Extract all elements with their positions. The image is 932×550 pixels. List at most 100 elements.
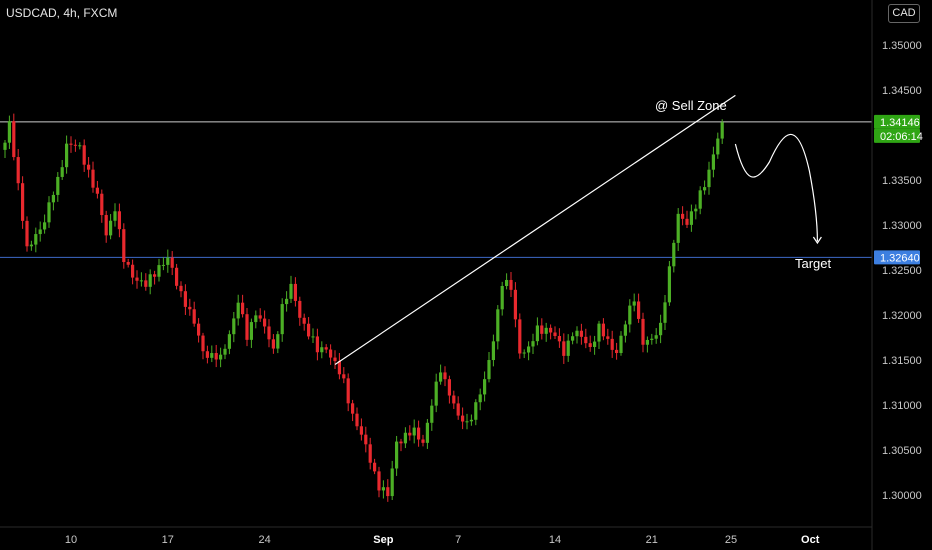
candle-up [645,336,649,353]
candle-body [276,334,280,349]
candle-down [245,307,249,347]
last-price-tag[interactable]: 1.34146 [874,114,920,129]
candle-down [518,313,522,359]
horizontal-levels [0,121,872,258]
candle-body [571,336,575,341]
candle-down [408,425,412,441]
candle-up [571,332,575,345]
candle-body [549,327,553,333]
candle-down [188,298,192,316]
candle-body [597,323,601,342]
candle-body [443,372,447,380]
price-axis[interactable]: 1.35000 1.34500 1.33500 1.33000 1.32500 1.320… [874,40,923,502]
candle-down [540,318,544,340]
candle-body [183,291,187,307]
candle-down [681,206,685,226]
candle-body [575,330,579,337]
candle-body [351,403,355,414]
candle-body [139,280,143,282]
target-price-tag[interactable]: 1.32640 [874,250,920,265]
candle-body [267,326,271,340]
candle-down [307,317,311,340]
candle-down [197,318,201,343]
candle-down [417,420,421,447]
candle-down [373,458,377,475]
time-axis[interactable]: 10 17 24 Sep 7 14 21 25 Oct [65,534,820,546]
candle-down [610,330,614,358]
candle-body [342,374,346,379]
candle-body [694,208,698,212]
candle-up [527,341,531,361]
candle-up [56,172,60,202]
candle-body [430,405,434,423]
trendline[interactable] [334,94,736,365]
candle-body [417,427,421,440]
candle-down [293,277,297,307]
candle-down [359,418,363,441]
candle-up [161,257,165,271]
candle-up [219,347,223,368]
candle-up [659,314,663,344]
candle-body [544,327,548,334]
candle-up [535,317,539,346]
candle-body [51,194,55,203]
candle-body [491,341,495,361]
candle-body [223,348,227,355]
candle-up [491,334,495,367]
candle-up [43,214,47,234]
candle-down [553,326,557,339]
candle-down [584,328,588,349]
candle-body [434,381,438,406]
candle-up [505,273,509,290]
candle-body [641,318,645,345]
candle-body [483,379,487,395]
candle-body [447,379,451,396]
candle-down [183,284,187,315]
candle-body [496,309,500,342]
candle-up [109,214,113,240]
candle-body [408,432,412,436]
candle-body [562,341,566,356]
price-tick-label: 1.33500 [882,175,922,187]
candle-body [179,285,183,292]
candle-body [21,183,25,221]
candle-down [144,273,148,291]
price-tick-label: 1.33000 [882,220,922,232]
candle-down [214,344,218,368]
candle-down [87,156,91,178]
currency-button[interactable]: CAD [888,4,920,23]
price-tick-label: 1.34500 [882,85,922,97]
countdown-tag[interactable]: 02:06:14 [874,128,923,143]
candle-up [632,293,636,312]
candle-body [87,164,91,170]
candle-body [505,279,509,287]
projection-curve[interactable] [734,133,818,242]
candle-body [478,394,482,403]
candle-body [518,319,522,354]
candle-body [69,143,73,145]
candle-up [29,240,33,251]
candle-up [289,275,293,304]
candle-body [703,187,707,191]
candle-up [698,186,702,215]
candle-body [509,279,513,290]
candle-down [73,139,77,152]
candle-body [425,422,429,443]
candle-body [161,264,165,266]
candle-up [166,249,170,273]
candle-up [628,299,632,333]
candle-up [496,305,500,350]
candle-body [579,330,583,337]
candle-body [412,427,416,436]
last-price-tag-bg [874,114,920,129]
candle-up [650,333,654,345]
candle-body [337,361,341,375]
candle-up [672,239,676,273]
candle-body [346,378,350,404]
candle-down [562,333,566,364]
candle-body [131,264,135,278]
candle-body [280,304,284,335]
candle-body [535,325,539,342]
candle-up [320,341,324,359]
